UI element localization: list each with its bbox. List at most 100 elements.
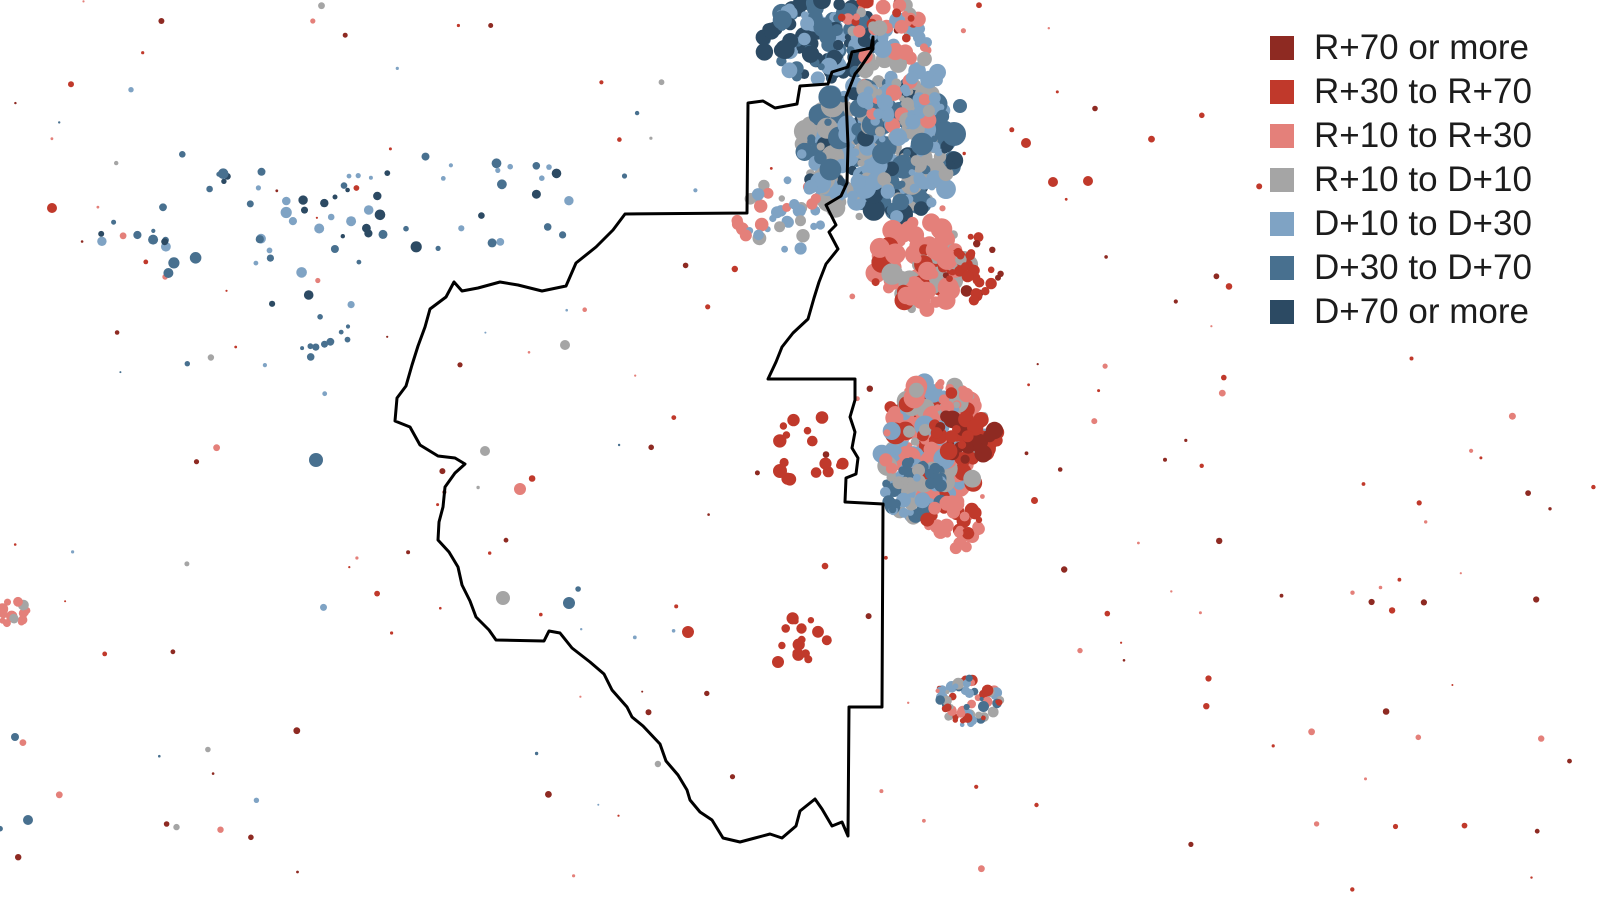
precinct-dot bbox=[987, 706, 999, 718]
precinct-dot bbox=[920, 512, 935, 527]
precinct-dot bbox=[815, 220, 826, 230]
precinct-dot bbox=[621, 173, 628, 179]
precinct-dot bbox=[1009, 127, 1015, 133]
precinct-dot bbox=[320, 603, 327, 611]
precinct-dot bbox=[836, 461, 844, 469]
precinct-dot bbox=[495, 167, 501, 173]
precinct-dot bbox=[1021, 138, 1031, 148]
precinct-dot bbox=[1198, 611, 1202, 615]
precinct-dot bbox=[539, 612, 543, 617]
precinct-dot bbox=[968, 295, 980, 306]
precinct-dot bbox=[114, 330, 120, 335]
precinct-dot bbox=[448, 163, 453, 168]
precinct-dot bbox=[1205, 675, 1212, 682]
precinct-dot bbox=[815, 411, 829, 424]
precinct-dot bbox=[803, 426, 812, 435]
precinct-dot bbox=[1104, 255, 1108, 259]
precinct-dot bbox=[347, 301, 355, 309]
precinct-dot bbox=[979, 696, 984, 702]
precinct-dot bbox=[781, 624, 790, 633]
precinct-dot bbox=[881, 94, 893, 106]
precinct-dot bbox=[1534, 828, 1540, 834]
precinct-dot bbox=[778, 641, 786, 650]
precinct-dot bbox=[682, 262, 689, 269]
precinct-dot bbox=[929, 242, 950, 262]
precinct-dot bbox=[1508, 412, 1516, 420]
precinct-dot bbox=[973, 240, 981, 248]
precinct-dot bbox=[952, 717, 958, 723]
legend-swatch bbox=[1270, 212, 1294, 236]
precinct-dot bbox=[96, 205, 100, 209]
precinct-dot bbox=[898, 180, 906, 188]
precinct-dot bbox=[1104, 610, 1111, 617]
precinct-dot bbox=[892, 446, 902, 455]
legend-label: R+10 to R+30 bbox=[1314, 116, 1532, 155]
precinct-dot bbox=[906, 216, 919, 229]
precinct-dot bbox=[282, 196, 291, 206]
precinct-dot bbox=[312, 343, 320, 351]
precinct-dot bbox=[545, 791, 552, 798]
precinct-dot bbox=[705, 304, 711, 310]
precinct-dot bbox=[995, 699, 1000, 704]
precinct-dot bbox=[919, 302, 935, 317]
precinct-dot bbox=[1364, 777, 1367, 781]
precinct-dot bbox=[903, 155, 910, 162]
precinct-dot bbox=[301, 206, 308, 214]
legend-label: D+70 or more bbox=[1314, 292, 1529, 331]
precinct-dot bbox=[288, 217, 297, 226]
precinct-dot bbox=[821, 562, 829, 570]
precinct-dot bbox=[980, 494, 985, 499]
precinct-dot bbox=[918, 261, 937, 281]
precinct-dot bbox=[731, 265, 738, 273]
precinct-dot bbox=[800, 16, 815, 31]
precinct-dot bbox=[909, 183, 920, 193]
precinct-dot bbox=[246, 200, 254, 208]
precinct-dot bbox=[894, 19, 909, 34]
precinct-dot bbox=[1199, 112, 1205, 119]
precinct-dot bbox=[928, 183, 936, 191]
precinct-dot bbox=[1210, 325, 1213, 328]
precinct-dot bbox=[582, 307, 587, 313]
precinct-dot bbox=[789, 199, 800, 210]
precinct-dot bbox=[782, 202, 792, 212]
precinct-dot bbox=[939, 442, 958, 460]
legend-item: R+10 to D+10 bbox=[1270, 158, 1532, 202]
precinct-dot bbox=[355, 556, 359, 560]
precinct-dot bbox=[161, 238, 169, 246]
precinct-dot bbox=[1188, 841, 1194, 848]
precinct-dot bbox=[388, 147, 392, 151]
precinct-dot bbox=[872, 143, 894, 165]
precinct-dot bbox=[782, 431, 791, 439]
precinct-dot bbox=[1048, 177, 1058, 187]
precinct-dot bbox=[851, 148, 860, 157]
precinct-dot bbox=[634, 110, 640, 116]
precinct-dot bbox=[704, 690, 710, 697]
precinct-dot bbox=[781, 245, 788, 253]
precinct-dot bbox=[170, 649, 176, 655]
precinct-dot bbox=[989, 246, 996, 253]
precinct-dot bbox=[961, 430, 974, 443]
precinct-dot bbox=[318, 2, 325, 10]
precinct-dot bbox=[900, 84, 910, 94]
precinct-dot bbox=[315, 277, 321, 284]
precinct-dot bbox=[345, 187, 350, 193]
precinct-dot bbox=[1203, 703, 1210, 710]
legend-swatch bbox=[1270, 256, 1294, 280]
precinct-dot bbox=[910, 155, 922, 167]
precinct-dot bbox=[1567, 758, 1572, 764]
precinct-dot bbox=[964, 688, 975, 699]
precinct-dot bbox=[1378, 585, 1383, 590]
precinct-dot bbox=[4, 598, 11, 606]
precinct-dot bbox=[878, 135, 886, 143]
precinct-dot bbox=[960, 28, 967, 34]
precinct-dot bbox=[922, 104, 936, 117]
legend-label: R+30 to R+70 bbox=[1314, 72, 1532, 111]
precinct-dot bbox=[863, 146, 871, 154]
precinct-dot bbox=[1459, 572, 1462, 575]
precinct-dot bbox=[374, 590, 380, 597]
precinct-dot bbox=[857, 34, 871, 47]
precinct-dot bbox=[257, 167, 266, 176]
precinct-dot bbox=[773, 464, 787, 478]
precinct-dot bbox=[47, 203, 57, 213]
precinct-dot bbox=[755, 43, 774, 61]
